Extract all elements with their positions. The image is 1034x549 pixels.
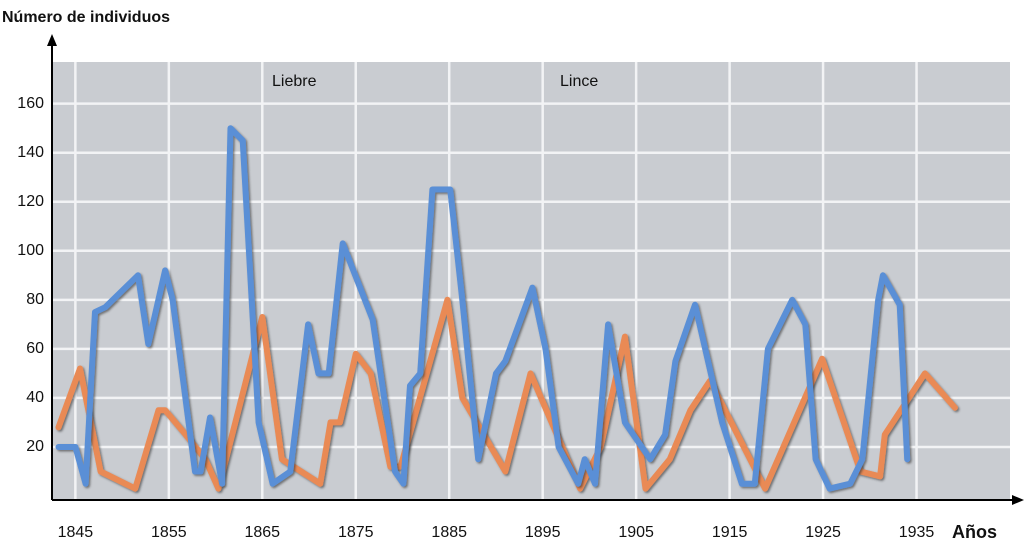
x-tick-label: 1845: [58, 524, 94, 541]
y-tick-label: 80: [26, 291, 44, 308]
y-tick-label: 100: [17, 242, 44, 259]
x-tick-label: 1905: [618, 524, 654, 541]
x-tick-label: 1875: [338, 524, 374, 541]
y-tick-label: 40: [26, 389, 44, 406]
y-tick-label: 140: [17, 144, 44, 161]
y-axis-title: Número de individuos: [2, 9, 170, 26]
x-tick-label: 1935: [899, 524, 935, 541]
x-axis-arrow: [1012, 495, 1024, 505]
legend-label: Liebre: [272, 73, 317, 90]
legend-label: Lince: [560, 73, 598, 90]
y-tick-label: 20: [26, 438, 44, 455]
x-tick-label: 1925: [805, 524, 841, 541]
x-tick-label: 1855: [151, 524, 187, 541]
x-tick-label: 1885: [431, 524, 467, 541]
y-tick-label: 60: [26, 340, 44, 357]
chart: Número de individuos Años 20 40 60 80 100 120…: [0, 0, 1034, 549]
x-axis-title: Años: [952, 522, 997, 542]
x-tick-label: 1895: [525, 524, 561, 541]
y-tick-label: 160: [17, 95, 44, 112]
x-tick-label: 1865: [244, 524, 280, 541]
y-tick-label: 120: [17, 193, 44, 210]
y-axis-arrow: [47, 34, 57, 46]
x-tick-label: 1915: [712, 524, 748, 541]
